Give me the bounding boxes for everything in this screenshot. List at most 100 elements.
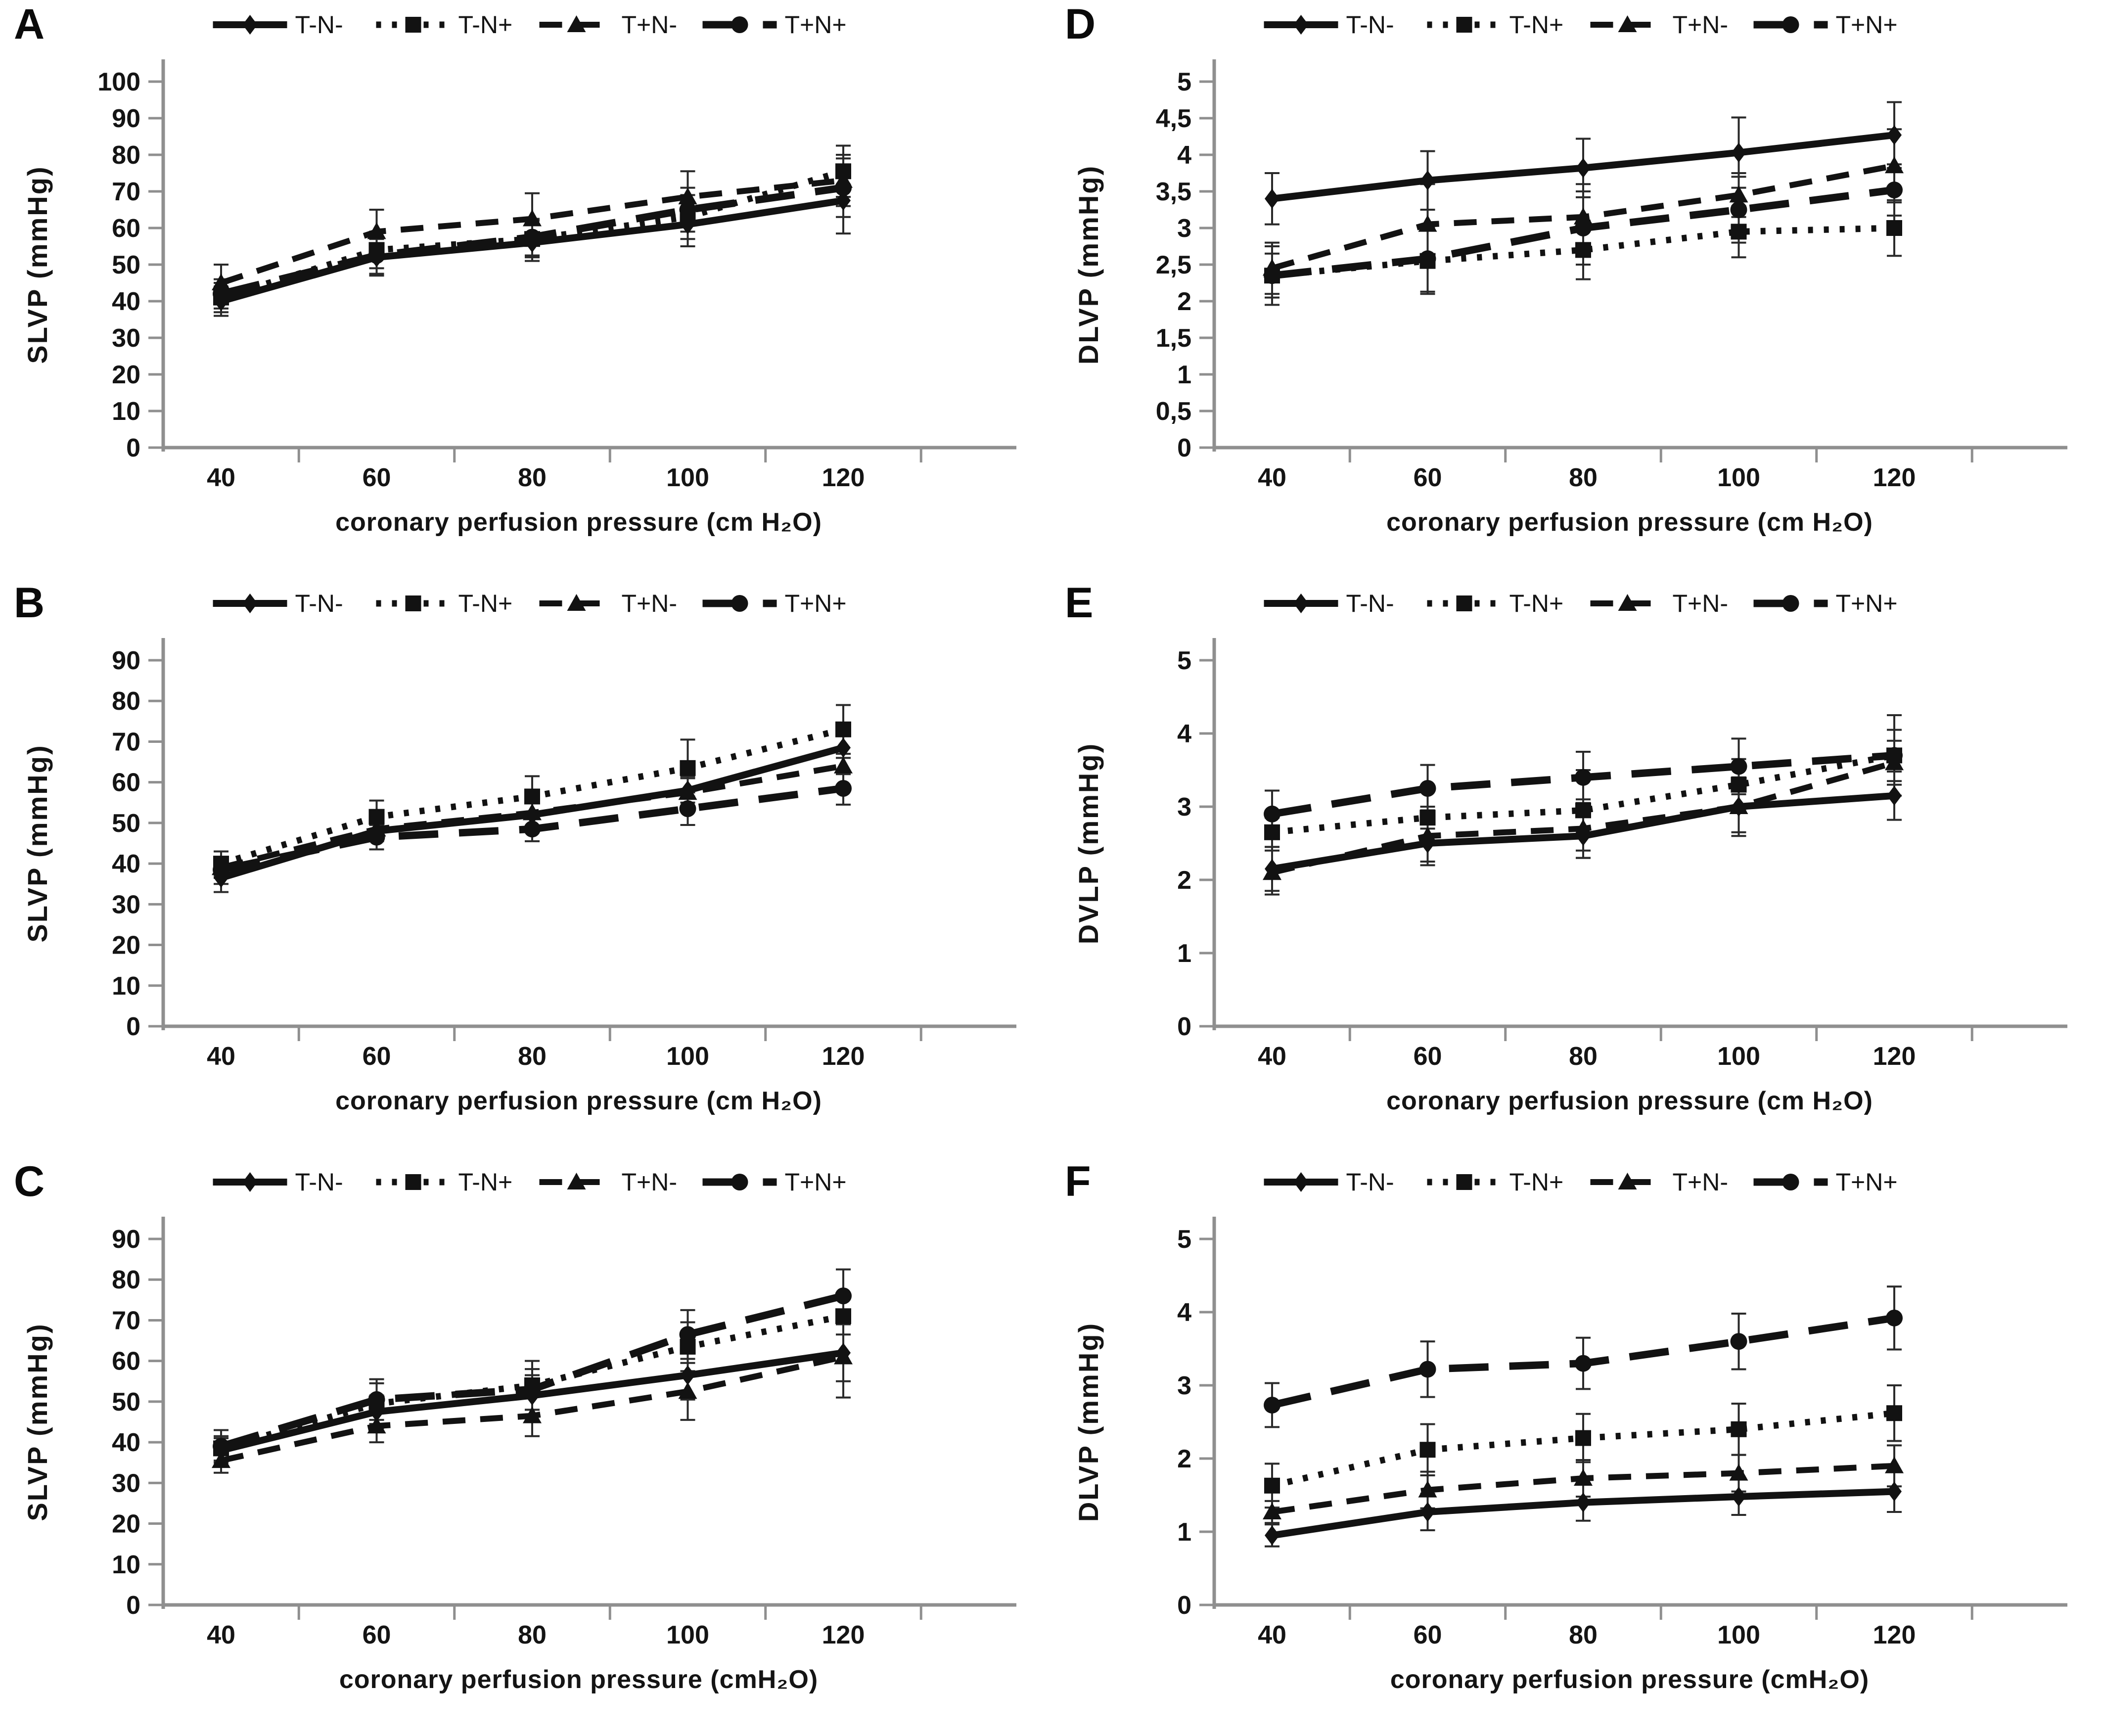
legend-label: T+N+ [1836,590,1898,617]
marker-circle [1886,182,1903,199]
x-tick-label: 100 [1717,1621,1760,1649]
x-tick-label: 40 [207,463,235,492]
x-tick-label: 120 [822,1621,865,1649]
y-tick-label: 70 [112,728,140,756]
y-tick-label: 10 [112,1551,140,1579]
marker-diamond [1265,1525,1279,1546]
legend-marker-triangle [1618,594,1637,611]
marker-square [1575,802,1591,819]
x-tick-label: 120 [1873,463,1916,492]
y-tick-label: 60 [112,1347,140,1376]
panel-letter-F: F [1065,1158,1091,1205]
marker-circle [368,247,385,264]
x-tick-label: 100 [1717,463,1760,492]
x-axis-title: coronary perfusion pressure (cmH₂O) [1390,1665,1869,1694]
marker-square [835,1308,851,1325]
series-line-T-N+ [1271,1410,1895,1489]
legend-marker-triangle [1618,1173,1637,1189]
marker-triangle [1729,185,1748,203]
marker-circle [524,228,541,246]
marker-triangle [1574,207,1593,225]
legend-label: T+N+ [785,590,847,617]
y-axis-title: SLVP (mmHg) [22,744,53,942]
marker-diamond [1576,158,1591,178]
marker-circle [1575,220,1592,236]
x-tick-label: 80 [1569,1621,1598,1649]
marker-circle [679,1326,696,1343]
y-tick-label: 90 [112,1225,140,1254]
marker-triangle [523,209,542,227]
legend-marker-square [1456,1174,1472,1190]
marker-square [835,721,851,737]
y-tick-label: 90 [112,646,140,675]
y-axis-title: SLVP (mmHg) [22,165,53,364]
legend-marker-diamond [242,15,258,35]
y-axis-title: DLVP (mmHg) [1073,1322,1104,1522]
panel-letter-A: A [14,0,45,48]
y-tick-label: 5 [1177,646,1191,675]
y-tick-label: 20 [112,361,140,389]
marker-diamond [680,1365,695,1385]
panel-E: E 0 1 2 3 4 5 40 60 80 100 120 coronary perfusion p… [1051,579,2102,1157]
marker-circle [1886,747,1903,764]
y-tick-label: 3 [1177,1371,1191,1400]
legend-marker-triangle [1618,15,1637,32]
y-tick-label: 10 [112,397,140,426]
y-tick-label: 0,5 [1156,397,1191,426]
marker-triangle [1263,1503,1281,1520]
panel-letter-C: C [14,1158,45,1205]
y-tick-label: 70 [112,1306,140,1335]
marker-diamond [1887,785,1902,806]
x-axis-title: coronary perfusion pressure (cm H₂O) [1386,508,1873,537]
y-tick-label: 3,5 [1156,178,1191,206]
y-tick-label: 60 [112,769,140,797]
x-tick-label: 120 [1873,1042,1916,1071]
legend-label: T-N- [1346,590,1394,617]
legend-label: T+N- [1673,1168,1729,1196]
marker-square [524,788,540,805]
panel-B-chart-svg: 0 10 20 30 40 50 60 70 80 90 40 60 80 100 120coronary … [22,590,1016,1115]
y-tick-label: 100 [97,68,140,96]
y-tick-label: 80 [112,1266,140,1294]
y-tick-label: 0 [1177,1012,1191,1041]
y-tick-label: 2 [1177,1445,1191,1473]
marker-triangle [523,1406,542,1423]
marker-triangle [367,1416,386,1434]
marker-square [1886,220,1902,236]
y-tick-label: 30 [112,1469,140,1498]
y-tick-label: 90 [112,104,140,133]
legend-label: T+N- [622,1168,678,1196]
y-tick-label: 4,5 [1156,104,1191,133]
legend-label: T-N+ [1509,11,1564,39]
marker-circle [1730,758,1747,775]
y-tick-label: 5 [1177,68,1191,96]
y-tick-label: 4 [1177,720,1191,748]
x-tick-label: 120 [1873,1621,1916,1649]
marker-square [680,760,696,776]
marker-triangle [1574,819,1593,836]
x-tick-label: 80 [1569,1042,1598,1071]
marker-circle [213,861,229,878]
x-tick-label: 100 [666,1042,709,1071]
marker-circle [1730,1333,1747,1350]
x-axis-title: coronary perfusion pressure (cmH₂O) [339,1665,818,1694]
marker-circle [1264,267,1280,284]
marker-square [1731,777,1747,793]
marker-triangle [523,803,542,821]
y-tick-label: 5 [1177,1225,1191,1254]
marker-square [1264,1477,1280,1494]
marker-triangle [1418,1480,1437,1498]
panel-A: A 0 10 20 30 40 50 60 70 80 90 100 40 60 80 100 120 coro… [0,0,1051,579]
panel-C-chart-svg: 0 10 20 30 40 50 60 70 80 90 40 60 80 100 120coronary … [22,1168,1016,1694]
panel-C: C 0 10 20 30 40 50 60 70 80 90 40 60 80 100 120 coronar… [0,1157,1051,1736]
marker-circle [524,821,541,838]
panel-letter-D: D [1065,0,1096,48]
marker-circle [1575,769,1592,786]
marker-circle [835,179,852,196]
y-tick-label: 20 [112,1510,140,1539]
y-axis-title: DVLP (mmHg) [1073,742,1104,944]
marker-square [1575,1430,1591,1446]
marker-square [1731,224,1747,240]
